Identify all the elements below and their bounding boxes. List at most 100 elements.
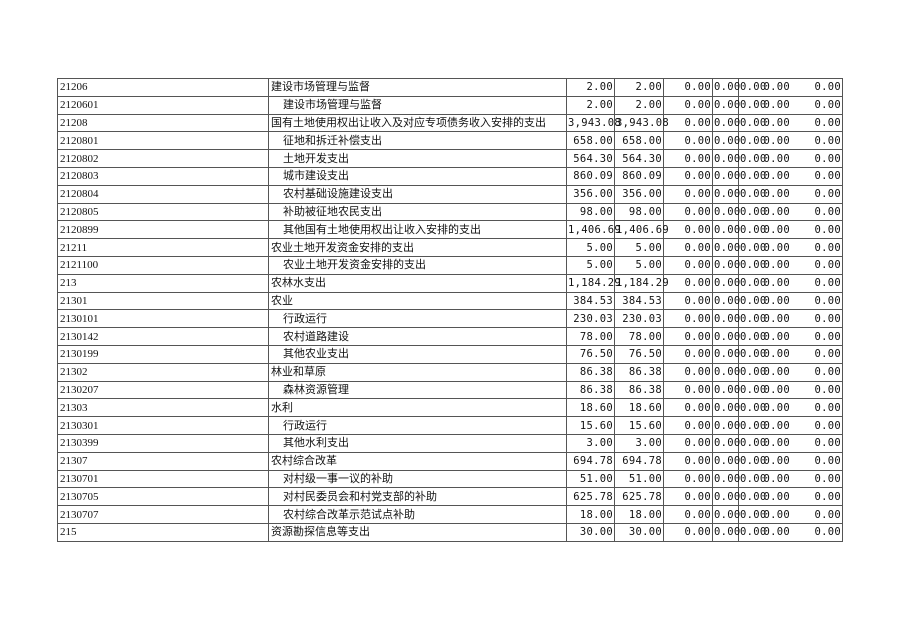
name-cell: 农村道路建设 — [268, 327, 567, 346]
amount-col5-cell: 0.00 — [738, 131, 766, 151]
amount-col5-cell: 0.00 — [738, 149, 766, 168]
table-row: 2130301 行政运行 15.60 15.60 0.00 0.00 0.00 0.00 0.0… — [57, 416, 843, 435]
name-cell: 土地开发支出 — [268, 149, 567, 168]
amount-col7-cell: 0.00 — [787, 184, 843, 204]
amount-col3-cell: 0.00 — [663, 273, 713, 293]
amount-general-cell: 5.00 — [614, 238, 664, 257]
amount-col4-cell: 0.00 — [712, 487, 740, 507]
name-cell: 征地和拆迁补偿支出 — [268, 131, 567, 151]
amount-col6-cell: 0.00 — [762, 78, 790, 97]
table-row: 21211 农业土地开发资金安排的支出 5.00 5.00 0.00 0.00 0.00 0.… — [57, 238, 843, 257]
amount-col4-cell: 0.00 — [712, 380, 740, 400]
amount-col4-cell: 0.00 — [712, 273, 740, 293]
table-row: 2130707 农村综合改革示范试点补助 18.00 18.00 0.00 0.00 0.0… — [57, 505, 843, 524]
amount-col3-cell: 0.00 — [663, 487, 713, 507]
amount-col3-cell: 0.00 — [663, 362, 713, 382]
amount-col4-cell: 0.00 — [712, 505, 740, 524]
name-cell: 农业土地开发资金安排的支出 — [268, 238, 567, 257]
amount-total-cell: 860.09 — [566, 166, 615, 186]
amount-col7-cell: 0.00 — [787, 487, 843, 507]
code-cell: 21208 — [57, 113, 269, 133]
amount-col7-cell: 0.00 — [787, 469, 843, 489]
name-cell: 城市建设支出 — [268, 166, 567, 186]
code-cell: 215 — [57, 522, 269, 542]
amount-total-cell: 51.00 — [566, 469, 615, 489]
code-cell: 2130399 — [57, 433, 269, 453]
amount-col4-cell: 0.00 — [712, 433, 740, 453]
amount-general-cell: 18.00 — [614, 505, 664, 524]
name-cell: 农村综合改革 — [268, 451, 567, 471]
amount-general-cell: 230.03 — [614, 309, 664, 329]
amount-col4-cell: 0.00 — [712, 202, 740, 222]
table-row: 21307 农村综合改革 694.78 694.78 0.00 0.00 0.00 0.00 0… — [57, 451, 843, 471]
amount-general-cell: 5.00 — [614, 255, 664, 275]
name-cell: 森林资源管理 — [268, 380, 567, 400]
amount-col7-cell: 0.00 — [787, 522, 843, 542]
amount-col6-cell: 0.00 — [762, 416, 790, 435]
amount-col7-cell: 0.00 — [787, 291, 843, 311]
code-cell: 21206 — [57, 78, 269, 97]
amount-general-cell: 2.00 — [614, 78, 664, 97]
amount-general-cell: 1,184.29 — [614, 273, 669, 293]
code-cell: 2130705 — [57, 487, 269, 507]
amount-total-cell: 2.00 — [566, 95, 615, 115]
amount-col4-cell: 0.00 — [712, 95, 740, 115]
amount-col3-cell: 0.00 — [663, 398, 713, 418]
amount-col7-cell: 0.00 — [787, 149, 843, 168]
name-cell: 建设市场管理与监督 — [268, 95, 567, 115]
amount-col6-cell: 0.00 — [762, 166, 790, 186]
name-cell: 其他水利支出 — [268, 433, 567, 453]
code-cell: 2120805 — [57, 202, 269, 222]
amount-col7-cell: 0.00 — [787, 78, 843, 97]
amount-col7-cell: 0.00 — [787, 416, 843, 435]
amount-col4-cell: 0.00 — [712, 522, 740, 542]
amount-total-cell: 694.78 — [566, 451, 615, 471]
amount-general-cell: 3.00 — [614, 433, 664, 453]
amount-col4-cell: 0.00 — [712, 291, 740, 311]
amount-col4-cell: 0.00 — [712, 149, 740, 168]
name-cell: 水利 — [268, 398, 567, 418]
code-cell: 21211 — [57, 238, 269, 257]
amount-col4-cell: 0.00 — [712, 344, 740, 364]
table-row: 2120803 城市建设支出 860.09 860.09 0.00 0.00 0.00 0.0… — [57, 166, 843, 186]
table-row: 2130399 其他水利支出 3.00 3.00 0.00 0.00 0.00 0.00 0.0… — [57, 433, 843, 453]
amount-total-cell: 18.00 — [566, 505, 615, 524]
amount-col5-cell: 0.00 — [738, 469, 766, 489]
amount-general-cell: 15.60 — [614, 416, 664, 435]
table-row: 2120802 土地开发支出 564.30 564.30 0.00 0.00 0.00 0.0… — [57, 149, 843, 168]
amount-general-cell: 384.53 — [614, 291, 664, 311]
amount-col3-cell: 0.00 — [663, 113, 713, 133]
amount-col6-cell: 0.00 — [762, 309, 790, 329]
amount-col6-cell: 0.00 — [762, 398, 790, 418]
amount-total-cell: 384.53 — [566, 291, 615, 311]
amount-total-cell: 230.03 — [566, 309, 615, 329]
table-row: 2130101 行政运行 230.03 230.03 0.00 0.00 0.00 0.00 0… — [57, 309, 843, 329]
amount-total-cell: 356.00 — [566, 184, 615, 204]
name-cell: 国有土地使用权出让收入及对应专项债务收入安排的支出 — [268, 113, 567, 133]
name-cell: 对村级一事一议的补助 — [268, 469, 567, 489]
code-cell: 2130701 — [57, 469, 269, 489]
name-cell: 行政运行 — [268, 309, 567, 329]
amount-col3-cell: 0.00 — [663, 184, 713, 204]
amount-col7-cell: 0.00 — [787, 131, 843, 151]
amount-col7-cell: 0.00 — [787, 344, 843, 364]
amount-col4-cell: 0.00 — [712, 327, 740, 346]
amount-col3-cell: 0.00 — [663, 309, 713, 329]
amount-total-cell: 658.00 — [566, 131, 615, 151]
amount-col5-cell: 0.00 — [738, 380, 766, 400]
amount-col5-cell: 0.00 — [738, 487, 766, 507]
table-row: 2130705 对村民委员会和村党支部的补助 625.78 625.78 0.00 0.0… — [57, 487, 843, 507]
amount-col3-cell: 0.00 — [663, 202, 713, 222]
code-cell: 2121100 — [57, 255, 269, 275]
amount-col5-cell: 0.00 — [738, 184, 766, 204]
amount-total-cell: 1,184.29 — [566, 273, 621, 293]
amount-col4-cell: 0.00 — [712, 131, 740, 151]
amount-total-cell: 3,943.08 — [566, 113, 621, 133]
amount-general-cell: 51.00 — [614, 469, 664, 489]
amount-col6-cell: 0.00 — [762, 380, 790, 400]
amount-col7-cell: 0.00 — [787, 95, 843, 115]
amount-col4-cell: 0.00 — [712, 113, 740, 133]
amount-general-cell: 78.00 — [614, 327, 664, 346]
amount-general-cell: 356.00 — [614, 184, 664, 204]
amount-col3-cell: 0.00 — [663, 255, 713, 275]
